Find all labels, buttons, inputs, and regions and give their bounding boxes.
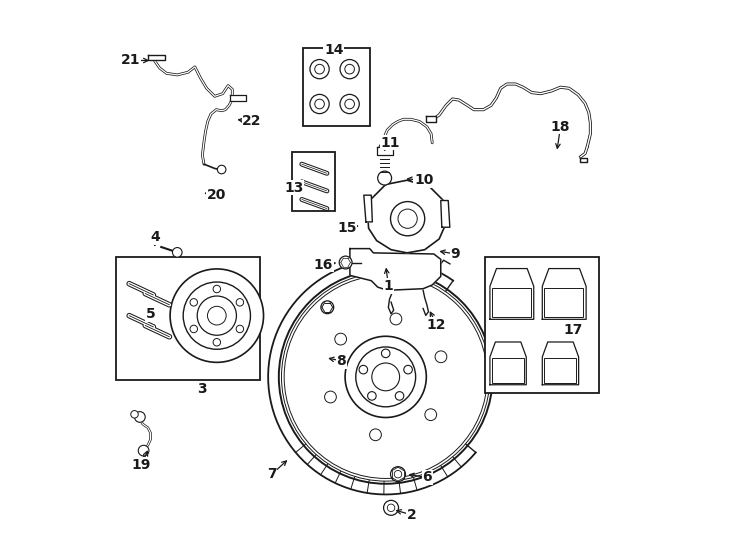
Bar xyxy=(116,256,260,380)
Polygon shape xyxy=(230,94,246,100)
Bar xyxy=(545,358,576,383)
Circle shape xyxy=(340,94,359,113)
Circle shape xyxy=(390,201,425,236)
Text: 5: 5 xyxy=(145,307,156,321)
Circle shape xyxy=(339,256,352,269)
Text: 2: 2 xyxy=(407,508,416,522)
Circle shape xyxy=(425,409,437,421)
Circle shape xyxy=(404,366,413,374)
Polygon shape xyxy=(542,342,578,384)
Polygon shape xyxy=(367,180,447,253)
Polygon shape xyxy=(148,55,165,60)
Circle shape xyxy=(236,325,244,333)
Text: 8: 8 xyxy=(336,354,346,368)
Circle shape xyxy=(435,351,447,363)
Text: 6: 6 xyxy=(423,470,432,484)
Text: 10: 10 xyxy=(414,173,433,187)
Circle shape xyxy=(172,247,182,257)
Circle shape xyxy=(170,269,264,362)
Polygon shape xyxy=(426,116,437,123)
Text: 9: 9 xyxy=(451,247,460,261)
Circle shape xyxy=(138,446,149,456)
Polygon shape xyxy=(490,342,526,384)
Polygon shape xyxy=(364,195,372,222)
Circle shape xyxy=(394,470,401,478)
Circle shape xyxy=(382,349,390,357)
Circle shape xyxy=(284,275,487,478)
Circle shape xyxy=(395,392,404,400)
Polygon shape xyxy=(350,248,440,291)
Circle shape xyxy=(213,339,220,346)
Bar xyxy=(303,48,370,126)
Circle shape xyxy=(310,94,329,113)
Circle shape xyxy=(324,391,336,403)
Circle shape xyxy=(356,347,415,407)
Text: 13: 13 xyxy=(284,181,303,195)
Text: 1: 1 xyxy=(383,279,393,293)
Text: 16: 16 xyxy=(313,258,333,272)
Polygon shape xyxy=(580,158,587,162)
Circle shape xyxy=(190,325,197,333)
Text: 4: 4 xyxy=(150,230,160,244)
Circle shape xyxy=(190,299,197,306)
Circle shape xyxy=(213,285,220,293)
Circle shape xyxy=(321,301,334,314)
Bar xyxy=(545,288,583,317)
Polygon shape xyxy=(440,200,450,227)
Circle shape xyxy=(310,59,329,79)
Circle shape xyxy=(315,99,324,109)
Circle shape xyxy=(368,392,376,400)
Polygon shape xyxy=(490,268,534,319)
Bar xyxy=(492,288,531,317)
Text: 20: 20 xyxy=(206,188,226,202)
Circle shape xyxy=(131,410,138,418)
Circle shape xyxy=(370,429,382,441)
Text: 14: 14 xyxy=(324,43,344,57)
Circle shape xyxy=(398,209,417,228)
Circle shape xyxy=(388,504,395,511)
Circle shape xyxy=(217,165,226,174)
Text: 12: 12 xyxy=(426,318,446,332)
Circle shape xyxy=(208,306,226,325)
Text: 11: 11 xyxy=(380,136,400,150)
Circle shape xyxy=(335,333,346,345)
Text: 7: 7 xyxy=(267,467,277,481)
Circle shape xyxy=(197,296,236,335)
Text: 18: 18 xyxy=(550,120,570,134)
Text: 17: 17 xyxy=(563,323,583,337)
Circle shape xyxy=(340,59,359,79)
Polygon shape xyxy=(542,268,586,319)
Polygon shape xyxy=(377,147,393,154)
Circle shape xyxy=(134,411,145,422)
Circle shape xyxy=(390,467,405,482)
Circle shape xyxy=(345,64,355,74)
Text: 21: 21 xyxy=(121,53,140,68)
Circle shape xyxy=(315,64,324,74)
Bar xyxy=(484,256,600,393)
Circle shape xyxy=(372,363,399,391)
Circle shape xyxy=(359,366,368,374)
Circle shape xyxy=(379,143,390,154)
Circle shape xyxy=(281,273,490,481)
Circle shape xyxy=(390,313,401,325)
Text: 3: 3 xyxy=(197,382,207,396)
Circle shape xyxy=(384,501,399,515)
Text: 22: 22 xyxy=(242,114,262,129)
Circle shape xyxy=(184,282,250,349)
Text: 19: 19 xyxy=(132,458,151,472)
Bar xyxy=(292,152,335,211)
Text: 15: 15 xyxy=(337,221,357,235)
Circle shape xyxy=(378,171,391,185)
Circle shape xyxy=(345,99,355,109)
Circle shape xyxy=(236,299,244,306)
Bar xyxy=(492,358,524,383)
Circle shape xyxy=(345,336,426,417)
